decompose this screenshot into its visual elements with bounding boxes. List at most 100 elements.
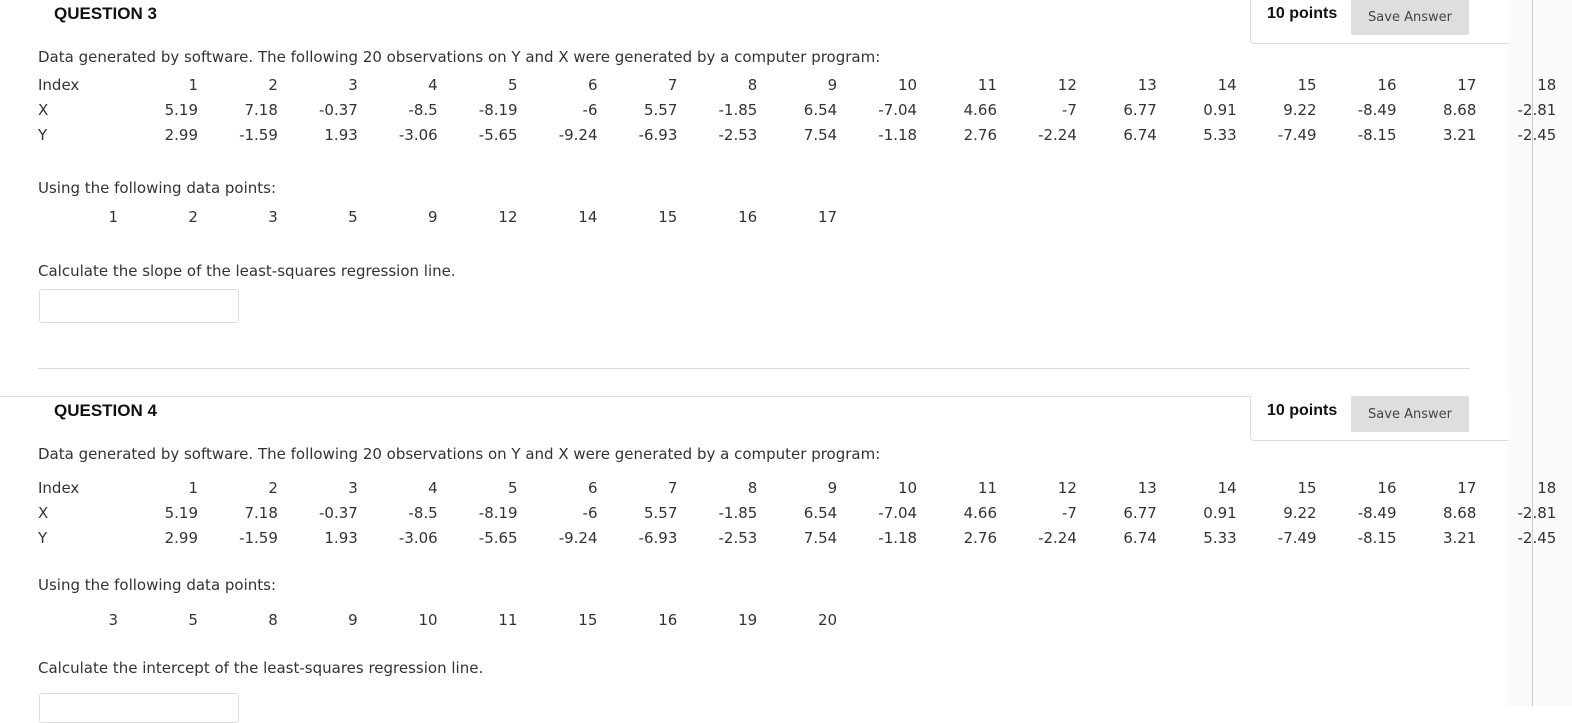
table-cell-x: -1.85	[718, 504, 758, 522]
data-point: 11	[498, 611, 518, 629]
table-cell-index: 13	[1137, 479, 1157, 497]
question-prompt: Calculate the slope of the least-squares…	[38, 262, 456, 280]
data-point: 17	[818, 208, 838, 226]
table-cell-x: 5.57	[643, 504, 678, 522]
data-points-label: Using the following data points:	[38, 179, 277, 197]
table-cell-index: 18	[1537, 76, 1557, 94]
save-answer-button[interactable]: Save Answer	[1351, 0, 1469, 35]
table-cell-x: 8.68	[1442, 101, 1477, 119]
data-point: 5	[188, 611, 198, 629]
table-cell-x: 5.19	[164, 504, 198, 522]
table-cell-index: 10	[898, 76, 918, 94]
table-cell-y: 7.54	[803, 126, 838, 144]
table-cell-index: 11	[977, 479, 997, 497]
table-cell-x: -7	[1061, 101, 1077, 119]
table-cell-x: 9.22	[1283, 504, 1317, 522]
row-label-y: Y	[38, 126, 48, 144]
table-cell-index: 17	[1457, 76, 1477, 94]
table-cell-x: 6.77	[1123, 101, 1157, 119]
table-cell-x: -1.85	[718, 101, 758, 119]
table-cell-index: 1	[188, 76, 198, 94]
data-point: 19	[738, 611, 758, 629]
data-point: 10	[418, 611, 438, 629]
table-cell-index: 2	[268, 479, 278, 497]
data-point: 3	[268, 208, 278, 226]
table-cell-y: 1.93	[324, 529, 358, 547]
table-cell-x: -8.5	[408, 504, 438, 522]
table-cell-x: -6	[582, 101, 598, 119]
table-cell-x: -8.49	[1357, 504, 1397, 522]
table-cell-y: 6.74	[1123, 529, 1157, 547]
table-cell-y: 3.21	[1442, 126, 1477, 144]
table-cell-x: -7.04	[878, 101, 918, 119]
table-cell-x: 7.18	[244, 504, 278, 522]
points-label: 10 points	[1267, 402, 1338, 419]
save-answer-button[interactable]: Save Answer	[1351, 396, 1469, 432]
table-cell-index: 5	[508, 479, 518, 497]
row-label-index: Index	[38, 479, 80, 497]
table-cell-index: 5	[508, 76, 518, 94]
table-cell-index: 4	[428, 76, 438, 94]
answer-input[interactable]	[39, 693, 239, 723]
table-cell-index: 15	[1297, 76, 1317, 94]
table-cell-y: -2.24	[1038, 529, 1077, 547]
table-cell-index: 6	[587, 76, 598, 94]
data-point: 15	[578, 611, 598, 629]
table-cell-y: -7.49	[1277, 529, 1317, 547]
table-cell-y: -8.15	[1357, 126, 1397, 144]
table-cell-x: 5.57	[643, 101, 678, 119]
table-cell-x: -2.81	[1517, 101, 1557, 119]
table-cell-y: 2.76	[963, 529, 997, 547]
table-cell-index: 13	[1137, 76, 1157, 94]
table-cell-index: 10	[898, 479, 918, 497]
table-cell-y: -1.59	[239, 529, 278, 547]
table-cell-y: -1.18	[878, 529, 918, 547]
question-4: QUESTION 4 10 points Save Answer Data ge…	[0, 396, 1556, 723]
table-cell-y: 5.33	[1203, 126, 1237, 144]
question-intro: Data generated by software. The followin…	[38, 48, 881, 66]
table-cell-y: 1.93	[324, 126, 358, 144]
table-cell-y: 2.76	[963, 126, 997, 144]
table-cell-y: -5.65	[478, 126, 518, 144]
table-cell-x: 4.66	[963, 504, 997, 522]
table-cell-y: 6.74	[1123, 126, 1157, 144]
table-cell-index: 9	[827, 479, 838, 497]
table-cell-y: 5.33	[1203, 529, 1237, 547]
table-cell-x: 0.91	[1203, 504, 1237, 522]
table-cell-x: -8.19	[478, 101, 518, 119]
row-label-y: Y	[38, 529, 48, 547]
table-cell-y: 7.54	[803, 529, 838, 547]
table-cell-index: 16	[1377, 479, 1397, 497]
table-cell-y: -6.93	[638, 529, 678, 547]
table-cell-y: -2.24	[1038, 126, 1077, 144]
table-cell-y: -3.06	[398, 529, 438, 547]
data-point: 9	[348, 611, 358, 629]
table-cell-y: -2.53	[718, 126, 758, 144]
table-cell-index: 1	[188, 479, 198, 497]
table-cell-x: 6.77	[1123, 504, 1157, 522]
table-cell-index: 8	[747, 76, 758, 94]
table-cell-index: 7	[667, 479, 678, 497]
answer-input[interactable]	[39, 289, 239, 323]
question-title: QUESTION 4	[54, 401, 157, 420]
table-cell-index: 8	[747, 479, 758, 497]
table-cell-index: 18	[1537, 479, 1557, 497]
row-label-x: X	[38, 504, 49, 522]
data-point: 8	[268, 611, 278, 629]
table-cell-x: 5.19	[164, 101, 198, 119]
table-cell-y: -1.18	[878, 126, 918, 144]
data-point: 20	[818, 611, 838, 629]
table-cell-x: -7.04	[878, 504, 918, 522]
table-cell-y: 2.99	[164, 529, 198, 547]
table-cell-x: 9.22	[1283, 101, 1317, 119]
table-cell-y: -7.49	[1277, 126, 1317, 144]
data-point: 5	[348, 208, 358, 226]
points-box: 10 points Save Answer	[1250, 0, 1509, 44]
table-cell-y: 3.21	[1442, 529, 1477, 547]
table-cell-x: 6.54	[803, 101, 838, 119]
right-border-line	[1532, 0, 1533, 706]
table-cell-y: -5.65	[478, 529, 518, 547]
table-cell-index: 9	[827, 76, 838, 94]
table-cell-y: -1.59	[239, 126, 278, 144]
table-cell-index: 2	[268, 76, 278, 94]
